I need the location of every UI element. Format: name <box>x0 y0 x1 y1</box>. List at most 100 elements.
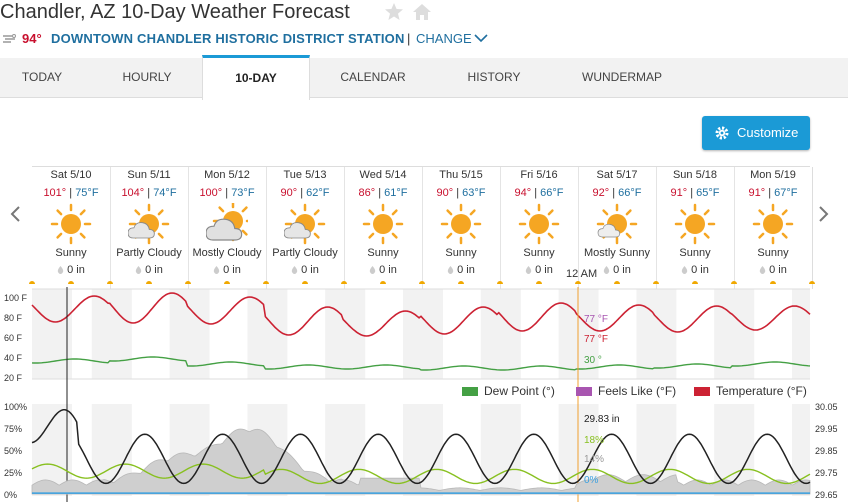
pressure-line <box>31 409 811 485</box>
high-temp: 92° <box>592 187 610 199</box>
day-date: Fri 5/16 <box>520 169 558 181</box>
hover-readout-temperature: 77 °F <box>584 334 608 345</box>
favorite-star-icon[interactable] <box>384 2 404 22</box>
high-temp: 86° <box>358 187 376 199</box>
day-date: Sun 5/18 <box>672 169 718 181</box>
percent-axis-tick: 75% <box>4 424 22 434</box>
day-column[interactable]: Mon 5/12 100° | 73°F Mostly Cloudy 0 in <box>188 167 267 289</box>
day-condition: Mostly Sunny <box>583 247 651 259</box>
arrow-left-icon[interactable] <box>8 204 24 224</box>
station-row: 94° DOWNTOWN CHANDLER HISTORIC DISTRICT … <box>0 30 848 48</box>
day-column[interactable]: Fri 5/16 94° | 66°F Sunny 0 in <box>500 167 579 289</box>
sunrise-mark <box>29 281 35 284</box>
high-temp: 94° <box>514 187 532 199</box>
night-band <box>247 289 288 379</box>
low-temp: 74°F <box>153 187 177 199</box>
night-band <box>636 289 677 379</box>
day-temps: 104° | 74°F <box>121 187 177 199</box>
day-column[interactable]: Mon 5/19 91° | 67°F Sunny 0 in <box>734 167 813 289</box>
day-precip: 0 in <box>266 264 344 276</box>
day-temps: 92° | 66°F <box>592 187 642 199</box>
low-temp: 75°F <box>75 187 99 199</box>
sunrise-mark <box>770 281 776 284</box>
sunrise-mark <box>614 281 620 284</box>
day-condition: Sunny <box>55 247 87 259</box>
night-band <box>480 289 521 379</box>
sunrise-mark <box>458 281 464 284</box>
night-band <box>792 404 810 496</box>
day-column[interactable]: Sun 5/11 104° | 74°F Partly Cloudy 0 in <box>110 167 189 289</box>
legend-label: Dew Point (°) <box>484 384 555 398</box>
tab-calendar[interactable]: CALENDAR <box>340 70 406 84</box>
day-date: Sat 5/10 <box>50 169 92 181</box>
sunrise-mark <box>809 281 815 284</box>
day-column[interactable]: Tue 5/13 90° | 62°F Partly Cloudy 0 in <box>266 167 345 289</box>
day-column[interactable]: Thu 5/15 90° | 63°F Sunny 0 in <box>422 167 501 289</box>
tab-history[interactable]: HISTORY <box>467 70 521 84</box>
sunny-icon <box>50 203 92 245</box>
high-temp: 91° <box>748 187 766 199</box>
day-precip: 0 in <box>344 264 422 276</box>
sunrise-mark <box>419 281 425 284</box>
precip-drop-icon <box>759 266 766 275</box>
low-temp: 63°F <box>462 187 486 199</box>
sunrise-mark <box>68 281 74 284</box>
day-date: Wed 5/14 <box>359 169 407 181</box>
day-precip: 0 in <box>578 264 656 276</box>
pressure-axis-tick: 29.85 <box>815 446 838 456</box>
temperature-line <box>31 292 811 337</box>
gear-icon <box>715 126 729 140</box>
low-temp: 67°F <box>774 187 798 199</box>
pressure-axis-tick: 29.95 <box>815 424 838 434</box>
separator: | <box>407 31 411 46</box>
tab-hourly[interactable]: HOURLY <box>122 70 172 84</box>
humidity-line <box>31 463 811 485</box>
day-column[interactable]: Sun 5/18 91° | 65°F Sunny 0 in <box>656 167 735 289</box>
partly-cloudy-icon <box>284 203 326 245</box>
precip-amount: 0 in <box>691 264 709 276</box>
day-date: Sun 5/11 <box>127 169 171 181</box>
precip-drop-icon <box>525 266 532 275</box>
day-precip: 0 in <box>110 264 188 276</box>
day-date: Mon 5/19 <box>750 169 796 181</box>
night-band <box>169 289 210 379</box>
day-column[interactable]: Wed 5/14 86° | 61°F Sunny 0 in <box>344 167 423 289</box>
arrow-right-icon[interactable] <box>815 204 831 224</box>
sunrise-mark <box>146 281 152 284</box>
sunrise-mark <box>107 281 113 284</box>
day-precip: 0 in <box>188 264 266 276</box>
wind-icon <box>3 34 16 43</box>
day-column[interactable]: Sat 5/10 101° | 75°F Sunny 0 in <box>32 167 111 289</box>
precip-drop-icon <box>57 266 64 275</box>
precip-drop-icon <box>681 266 688 275</box>
legend-swatch <box>694 387 710 397</box>
hover-readout-dew-point: 30 ° <box>584 355 602 366</box>
customize-button[interactable]: Customize <box>702 116 810 150</box>
day-temps: 94° | 66°F <box>514 187 564 199</box>
hover-readout-cloud-cover: 14% <box>584 454 604 465</box>
sunny-icon <box>440 203 482 245</box>
change-station-link[interactable]: CHANGE <box>416 31 472 46</box>
station-name[interactable]: DOWNTOWN CHANDLER HISTORIC DISTRICT STAT… <box>51 31 405 46</box>
day-temps: 101° | 75°F <box>43 187 99 199</box>
day-condition: Partly Cloudy <box>116 247 182 259</box>
sunrise-mark <box>302 281 308 284</box>
sunny-icon <box>674 203 716 245</box>
precip-amount: 0 in <box>379 264 397 276</box>
day-precip: 0 in <box>734 264 812 276</box>
day-column[interactable]: Sat 5/17 92° | 66°F Mostly Sunny 0 in <box>578 167 657 289</box>
legend-swatch <box>462 387 478 397</box>
sunny-icon <box>518 203 560 245</box>
legend-label: Temperature (°F) <box>716 384 807 398</box>
tab-10-day[interactable]: 10-DAY <box>202 55 310 100</box>
high-temp: 101° <box>43 187 67 199</box>
legend-feels-like: Feels Like (°F) <box>576 384 676 398</box>
sunrise-mark <box>692 281 698 284</box>
hover-readout-pressure: 29.83 in <box>584 414 620 425</box>
tab-wundermap[interactable]: WUNDERMAP <box>582 70 662 84</box>
day-date: Tue 5/13 <box>283 169 327 181</box>
chevron-down-icon[interactable] <box>474 33 488 43</box>
home-icon[interactable] <box>412 3 432 21</box>
tab-today[interactable]: TODAY <box>21 70 63 84</box>
precip-drop-icon <box>291 266 298 275</box>
